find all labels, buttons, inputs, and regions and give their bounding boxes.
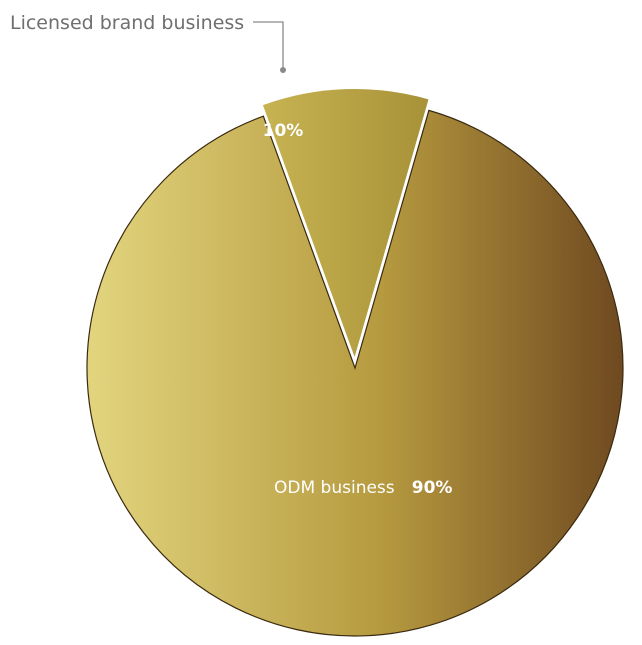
callout-leader-dot	[280, 67, 286, 73]
slice-percent-odm-business: 90%	[412, 478, 453, 498]
slice-percent-licensed-brand-business: 10%	[263, 121, 304, 141]
pie-slice-licensed-brand-business	[262, 89, 429, 358]
slice-label-licensed-brand-business: Licensed brand business	[10, 12, 244, 34]
pie-slice-odm-business	[86, 109, 624, 637]
callout-leader-line	[253, 21, 284, 68]
slice-label-odm-business-group: ODM business 90%	[274, 478, 452, 498]
slice-label-odm-business: ODM business	[274, 478, 395, 498]
